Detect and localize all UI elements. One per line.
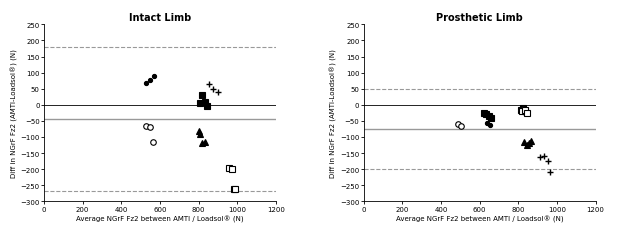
Y-axis label: Diff in NGrF Fz2 (AMTI-Loadsol®) (N): Diff in NGrF Fz2 (AMTI-Loadsol®) (N) (11, 49, 18, 178)
X-axis label: Average NGrF Fz2 between AMTI / Loadsol® (N): Average NGrF Fz2 between AMTI / Loadsol®… (76, 214, 244, 222)
Title: Prosthetic Limb: Prosthetic Limb (436, 13, 523, 23)
Y-axis label: Diff in NGrF Fz2 (AMTI-Loadsol®) (N): Diff in NGrF Fz2 (AMTI-Loadsol®) (N) (330, 49, 337, 178)
X-axis label: Average NGrF Fz2 between AMTI / Loadsol® (N): Average NGrF Fz2 between AMTI / Loadsol®… (396, 214, 564, 222)
Title: Intact Limb: Intact Limb (129, 13, 191, 23)
Legend: TFA01, TFA02, TFA03, TFA04, TFA05, TFA06: TFA01, TFA02, TFA03, TFA04, TFA05, TFA06 (283, 55, 324, 130)
